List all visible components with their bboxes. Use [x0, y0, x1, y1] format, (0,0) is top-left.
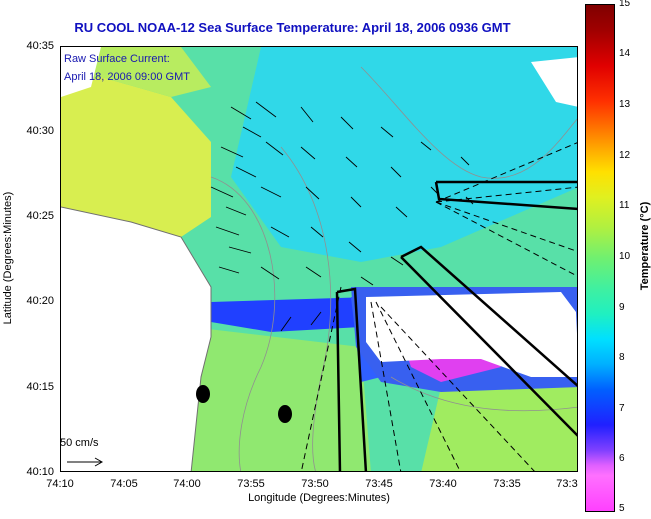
colorbar-tick: 15 — [619, 0, 631, 9]
x-tick-label: 74:10 — [46, 478, 74, 490]
x-axis-label: Longitude (Degrees:Minutes) — [248, 492, 390, 504]
temperature-colorbar — [585, 4, 615, 512]
x-tick-label: 73:3 — [556, 478, 578, 490]
x-tick-label: 74:00 — [173, 478, 201, 490]
y-axis-label: Latitude (Degrees:Minutes) — [2, 191, 14, 325]
scale-arrow-head — [94, 457, 104, 467]
colorbar-tick: 10 — [619, 251, 631, 262]
colorbar-tick: 14 — [619, 48, 631, 59]
colorbar-tick: 5 — [619, 503, 625, 514]
no-data-patch — [531, 57, 577, 107]
station-marker — [196, 385, 210, 403]
colorbar-tick: 11 — [619, 200, 630, 211]
scale-label: 50 cm/s — [60, 437, 99, 449]
colorbar-tick: 9 — [619, 302, 625, 313]
depth-contour — [210, 176, 276, 471]
x-tick-label: 73:50 — [301, 478, 329, 490]
colorbar-label: Temperature (°C) — [639, 201, 651, 291]
coastline — [61, 206, 212, 471]
colorbar-tick: 6 — [619, 453, 625, 464]
cyan-water — [231, 47, 577, 262]
land-staten-island — [61, 47, 101, 97]
current-legend-date: April 18, 2006 09:00 GMT — [64, 71, 190, 83]
survey-sector-outline — [335, 180, 577, 471]
no-data-patch — [366, 292, 577, 377]
colorbar-tick: 7 — [619, 403, 625, 414]
x-tick-label: 73:45 — [365, 478, 393, 490]
x-tick-label: 74:05 — [110, 478, 138, 490]
y-tick-label: 40:15 — [26, 381, 54, 393]
y-tick-label: 40:10 — [26, 466, 54, 478]
sst-map — [61, 47, 577, 471]
map-title: RU COOL NOAA-12 Sea Surface Temperature:… — [74, 20, 511, 35]
x-tick-label: 73:35 — [493, 478, 521, 490]
depth-contour — [360, 66, 577, 179]
y-tick-label: 40:20 — [26, 295, 54, 307]
radar-beam-lines — [300, 142, 577, 471]
y-tick-label: 40:35 — [26, 40, 54, 52]
x-tick-label: 73:40 — [429, 478, 457, 490]
land-new-jersey — [61, 207, 211, 471]
colorbar-tick: 8 — [619, 352, 625, 363]
warm-water-patch — [61, 77, 211, 237]
colorbar-tick: 13 — [619, 99, 631, 110]
y-tick-label: 40:30 — [26, 125, 54, 137]
x-tick-label: 73:55 — [237, 478, 265, 490]
map-plot — [60, 46, 578, 472]
depth-contour — [280, 146, 332, 471]
colorbar-tick: 12 — [619, 150, 631, 161]
current-legend-title: Raw Surface Current: — [64, 53, 170, 65]
y-tick-label: 40:25 — [26, 210, 54, 222]
station-marker — [278, 405, 292, 423]
surface-current-vectors — [210, 101, 474, 332]
green-water — [421, 387, 577, 471]
warm-water-patch — [61, 47, 211, 97]
green-water — [191, 327, 371, 471]
